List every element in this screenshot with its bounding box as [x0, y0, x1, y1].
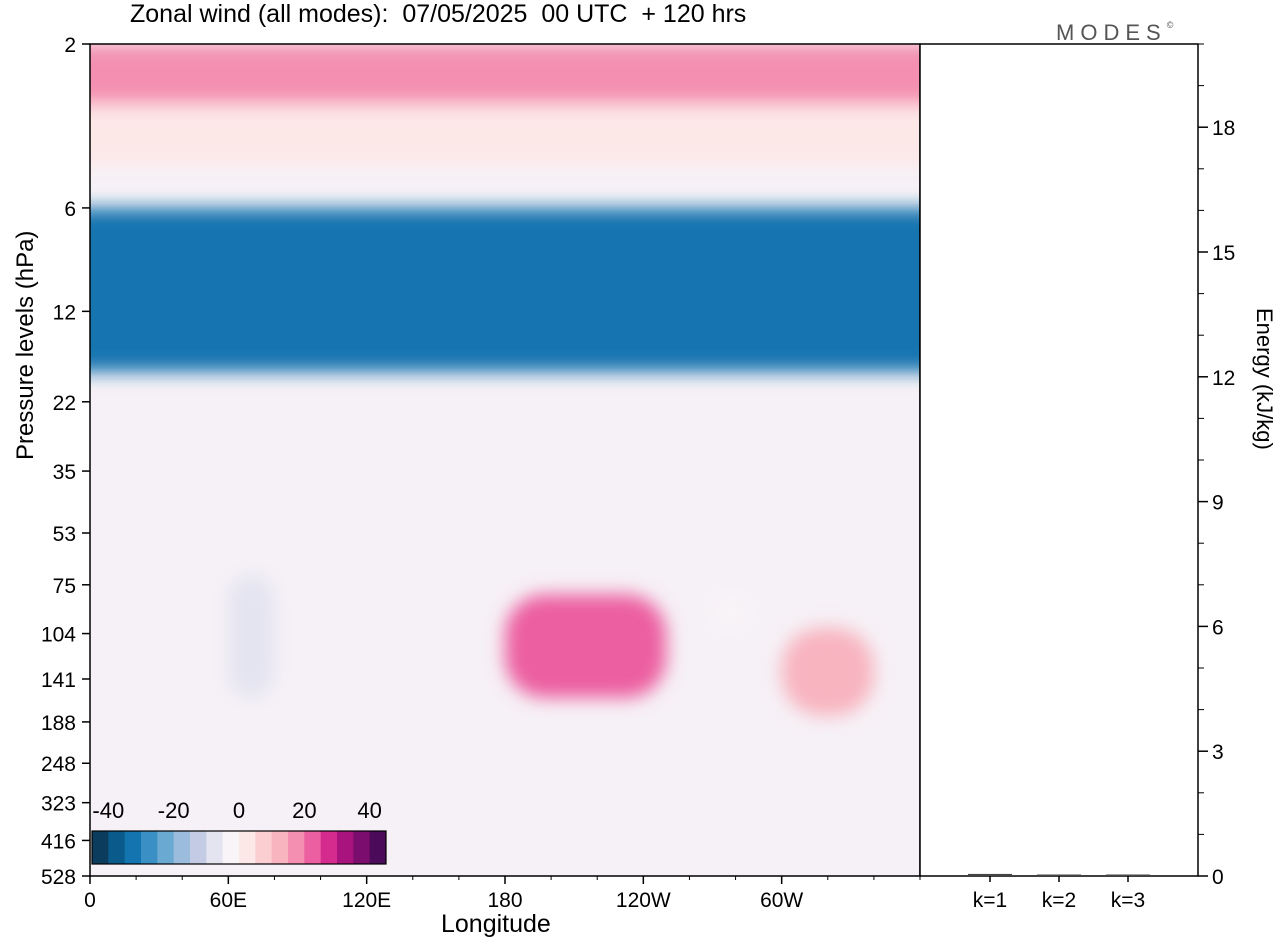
energy-tick-label: 0 — [1212, 866, 1224, 889]
wind-feature — [228, 574, 275, 698]
x-tick-label: 120E — [342, 889, 391, 912]
colorbar-swatch — [320, 831, 338, 864]
y-tick-label: 12 — [53, 301, 76, 324]
energy-bar — [1037, 874, 1081, 876]
colorbar-frame — [91, 830, 387, 865]
wind-feature — [505, 594, 667, 698]
colorbar-tick-label: 20 — [292, 798, 316, 823]
colorbar-tick-label: 40 — [357, 798, 381, 823]
energy-bar — [1106, 874, 1150, 876]
colorbar-swatch — [92, 831, 109, 864]
chart-title: Zonal wind (all modes): 07/05/2025 00 UT… — [130, 0, 747, 28]
longitude-axis: 0 60E 120E 180 120W 60W — [84, 876, 921, 912]
colorbar-swatch — [239, 831, 256, 864]
colorbar-tick-label: -20 — [158, 798, 190, 823]
y-tick-label: 35 — [53, 461, 76, 484]
y-tick-label: 141 — [41, 669, 76, 692]
energy-tick-label: 6 — [1212, 616, 1224, 639]
pressure-axis: 2 6 12 22 35 53 75 104 141 188 248 323 416 528 — [41, 34, 90, 889]
colorbar-swatch — [304, 831, 322, 864]
brand-text: MODES — [1056, 20, 1167, 45]
colorbar-tick-label: -40 — [92, 798, 124, 823]
x-tick-label: 120W — [616, 889, 671, 912]
colorbar-swatch — [173, 831, 191, 864]
x-tick-label: 180 — [487, 889, 522, 912]
copyright-mark: © — [1166, 20, 1174, 30]
colorbar-swatch — [124, 831, 142, 864]
heatmap-background — [90, 44, 920, 876]
x-tick-label: 0 — [84, 889, 96, 912]
energy-tick-label: 18 — [1212, 117, 1235, 140]
y-tick-label: 104 — [41, 624, 76, 647]
wind-feature — [781, 627, 874, 716]
colorbar-swatch — [353, 831, 371, 864]
energy-tick-label: 9 — [1212, 492, 1224, 515]
y-tick-label: 75 — [53, 575, 76, 598]
energy-axis: 0 3 6 9 12 15 18 — [1198, 43, 1235, 889]
colorbar-swatch — [108, 831, 126, 864]
wind-feature — [90, 207, 920, 372]
y-tick-label: 188 — [41, 712, 76, 735]
energy-tick-label: 3 — [1212, 741, 1224, 764]
colorbar-tick-label: 0 — [233, 798, 245, 823]
colorbar-swatch — [271, 831, 289, 864]
y-tick-label: 323 — [41, 793, 76, 816]
wind-feature — [90, 44, 920, 105]
y-tick-label: 22 — [53, 392, 76, 415]
x-axis-label: Longitude — [441, 910, 551, 938]
wind-feature — [90, 104, 920, 166]
colorbar-swatch — [222, 831, 240, 864]
y-tick-label: 248 — [41, 753, 76, 776]
colorbar: -40 -20 0 20 40 — [91, 798, 387, 865]
energy-category-label: k=3 — [1111, 889, 1145, 912]
colorbar-swatch — [255, 831, 273, 864]
energy-tick-label: 15 — [1212, 242, 1235, 265]
x-tick-label: 60W — [760, 889, 803, 912]
y-tick-label: 53 — [53, 523, 76, 546]
colorbar-swatch — [157, 831, 175, 864]
colorbar-swatch — [337, 831, 354, 864]
energy-bar — [968, 873, 1012, 876]
colorbar-swatch — [190, 831, 207, 864]
x-tick-label: 60E — [210, 889, 247, 912]
heatmap-field — [90, 44, 920, 876]
brand-logo: MODES© — [1056, 20, 1173, 46]
colorbar-swatch — [369, 831, 387, 864]
energy-category-label: k=2 — [1042, 889, 1076, 912]
y-tick-label: 416 — [41, 830, 76, 853]
wind-feature — [712, 594, 748, 628]
colorbar-swatch — [206, 831, 224, 864]
energy-tick-label: 12 — [1212, 367, 1235, 390]
y-tick-label: 2 — [64, 34, 76, 57]
energy-panel — [919, 43, 1199, 877]
y-tick-label: 6 — [64, 198, 76, 221]
colorbar-swatch — [288, 831, 305, 864]
energy-bars: k=1 k=2 k=3 — [968, 873, 1150, 912]
y-tick-label: 528 — [41, 866, 76, 889]
energy-category-label: k=1 — [973, 889, 1007, 912]
colorbar-swatch — [141, 831, 158, 864]
wind-contours — [90, 44, 920, 716]
